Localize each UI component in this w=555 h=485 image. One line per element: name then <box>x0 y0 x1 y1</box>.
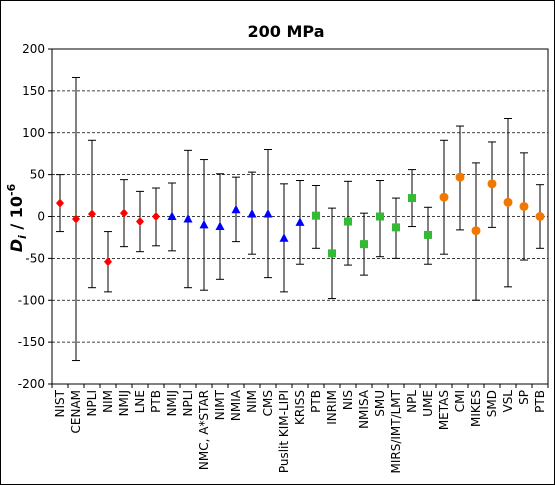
x-tick-label: NIS <box>341 390 355 410</box>
x-tick-label: NMIJ <box>117 390 131 416</box>
x-axis-ticks: NIST CENAM NPLI NIM NMIJ LNE PTB NMIJ NPLI NMC, A… <box>51 384 549 474</box>
chart-title: 200 MPa <box>248 22 325 41</box>
data-markers <box>56 172 545 267</box>
data-point-square <box>408 194 416 203</box>
x-tick-label: METAS <box>437 390 451 430</box>
x-tick-label: NMISA <box>357 389 371 429</box>
data-point-diamond <box>104 257 112 267</box>
x-tick-label: SMD <box>485 390 499 417</box>
x-tick-label: VSL <box>501 390 515 413</box>
y-tick-label: 150 <box>22 84 45 98</box>
x-tick-label: PTB <box>149 390 163 413</box>
y-tick-label: 50 <box>30 168 45 182</box>
x-tick-label: INRIM <box>325 390 339 425</box>
data-point-diamond <box>56 198 64 208</box>
data-point-diamond <box>120 208 128 218</box>
data-point-circle <box>439 192 449 202</box>
x-tick-label: NPLI <box>85 390 99 416</box>
y-tick-label: 100 <box>22 126 45 140</box>
x-tick-label: KRISS <box>293 390 307 425</box>
data-point-triangle <box>279 233 289 242</box>
y-axis-label: Di / 10-6 <box>5 183 29 252</box>
x-tick-label: NMIJ <box>165 390 179 416</box>
x-tick-label: CMI <box>453 390 467 412</box>
x-tick-label: MIRS/IMT/LMT <box>389 389 403 473</box>
x-tick-label: UME <box>421 390 435 417</box>
data-point-circle <box>503 197 513 207</box>
x-tick-label: NMC, A*STAR <box>197 390 211 470</box>
x-tick-label: CMS <box>261 390 275 416</box>
data-point-triangle <box>263 208 273 218</box>
data-point-circle <box>455 172 465 182</box>
x-tick-label: NIMT <box>213 389 227 420</box>
x-tick-label: PTB <box>533 390 547 413</box>
data-point-triangle <box>183 214 193 223</box>
y-axis-ticks: -200 -150 -100 -50 0 50 100 150 200 <box>18 42 52 391</box>
data-point-circle <box>519 201 529 211</box>
data-point-square <box>344 217 352 226</box>
x-tick-label: PTB <box>309 390 323 413</box>
x-tick-label: SP <box>517 390 531 405</box>
data-point-square <box>392 223 400 232</box>
data-point-diamond <box>72 214 80 224</box>
y-tick-label: -100 <box>18 293 45 307</box>
data-point-triangle <box>247 208 257 218</box>
x-tick-label: NPL <box>405 390 419 413</box>
x-tick-label: LNE <box>133 390 147 413</box>
y-label-main: D <box>7 239 26 252</box>
y-tick-label: -200 <box>18 377 45 391</box>
x-tick-label: SMU <box>373 390 387 417</box>
data-point-diamond <box>88 209 96 219</box>
x-tick-label: NIM <box>101 390 115 413</box>
data-point-square <box>360 240 368 249</box>
y-label-subscript: i <box>16 235 29 239</box>
data-point-diamond <box>136 217 144 227</box>
x-tick-label: CENAM <box>69 390 83 434</box>
y-tick-label: 0 <box>37 210 45 224</box>
x-tick-label: NIM <box>245 390 259 413</box>
y-tick-label: 200 <box>22 42 45 56</box>
data-point-square <box>312 211 320 220</box>
y-label-superscript: -6 <box>5 183 18 196</box>
x-tick-label: MIKES <box>469 390 483 427</box>
x-tick-label: NMIA <box>229 389 243 421</box>
x-tick-label: NIST <box>53 389 67 417</box>
data-point-square <box>328 249 336 258</box>
y-label-rest: / 10 <box>7 196 26 235</box>
x-tick-label: Puslit KIM-LIPI <box>277 390 291 473</box>
data-point-circle <box>535 212 545 221</box>
data-point-triangle <box>231 204 241 214</box>
x-tick-label: NPLI <box>181 390 195 416</box>
data-point-square <box>376 212 384 221</box>
data-point-triangle <box>295 217 305 226</box>
y-tick-label: -50 <box>25 251 45 265</box>
data-point-triangle <box>199 219 209 229</box>
y-tick-label: -150 <box>18 335 45 349</box>
data-point-triangle <box>167 211 177 220</box>
data-point-triangle <box>215 221 225 231</box>
data-point-circle <box>471 226 481 236</box>
data-point-square <box>424 230 432 239</box>
data-point-circle <box>487 179 497 189</box>
data-point-diamond <box>152 212 160 221</box>
